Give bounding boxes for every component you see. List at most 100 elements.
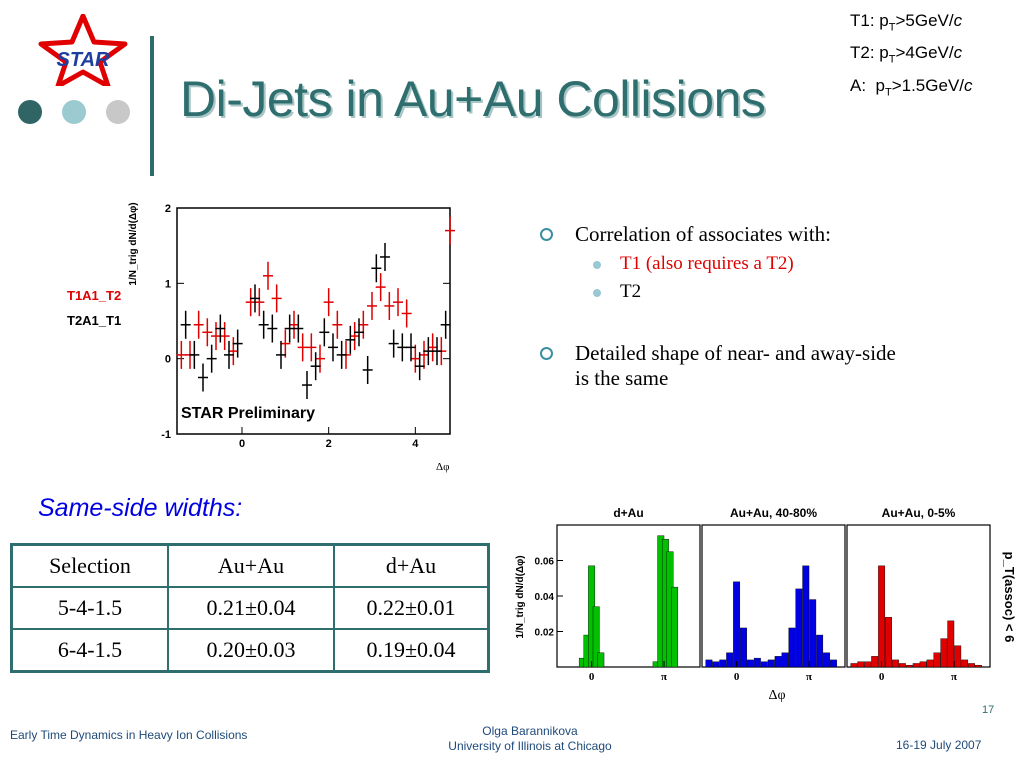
y-tick-label: -1 xyxy=(161,429,171,441)
histogram-bar xyxy=(947,620,955,668)
bullet-ring-icon xyxy=(540,228,553,241)
x-tick-label: 0 xyxy=(239,438,245,450)
y-tick-label: 0.02 xyxy=(535,628,555,639)
x-tick-label: 2 xyxy=(326,438,332,450)
panel-frame xyxy=(701,524,846,668)
bullet-list: Correlation of associates with: T1 (also… xyxy=(540,222,980,391)
x-tick-label: 0 xyxy=(879,671,885,683)
footer-conference: Early Time Dynamics in Heavy Ion Collisi… xyxy=(10,728,248,742)
table-cell: 5-4-1.5 xyxy=(10,586,169,630)
y-tick-label: 0 xyxy=(165,354,171,366)
y-tick-label: 0.06 xyxy=(535,557,555,568)
histogram-bar xyxy=(823,652,830,668)
table-cell: 0.22±0.01 xyxy=(333,586,490,630)
histogram-bar xyxy=(753,657,761,668)
cut-a: A: pT>1.5GeV/c xyxy=(850,75,973,99)
panel-title: d+Au xyxy=(613,506,643,520)
star-logo: STAR xyxy=(38,14,128,86)
x-tick-label: π xyxy=(661,671,667,683)
histogram-bar xyxy=(961,659,969,668)
star-icon xyxy=(38,14,128,86)
logo-text: STAR xyxy=(57,49,111,71)
footer-author: Olga Barannikova University of Illinois … xyxy=(380,724,680,754)
table-cell: 0.20±0.03 xyxy=(167,628,335,673)
histogram-bar xyxy=(671,586,679,668)
table-row: 6-4-1.5 0.20±0.03 0.19±0.04 xyxy=(10,628,490,673)
bullet-correlation: Correlation of associates with: xyxy=(540,222,980,247)
x-axis-label: Δφ xyxy=(436,461,449,473)
histogram-bar xyxy=(830,659,837,668)
histogram-bar xyxy=(705,659,713,668)
panel-frame xyxy=(556,524,701,668)
histogram-bar xyxy=(919,661,927,668)
right-axis-label: p_T(assoc) < 6 xyxy=(1002,552,1017,643)
panel-title: Au+Au, 40-80% xyxy=(730,506,817,520)
histogram-bar xyxy=(871,656,879,668)
histogram-bar xyxy=(774,656,782,668)
histogram-bar xyxy=(795,588,803,668)
panel-frame xyxy=(846,524,991,668)
histogram-bar xyxy=(926,659,934,668)
table-header: d+Au xyxy=(333,543,490,588)
page-number: 17 xyxy=(982,704,995,716)
sub-bullet-t2: T2 xyxy=(540,281,980,303)
dot-dark xyxy=(18,100,42,124)
histogram-bar xyxy=(726,652,734,668)
histogram-bar xyxy=(816,634,824,668)
histogram-bar xyxy=(767,659,775,668)
histogram-bar xyxy=(912,663,920,668)
histogram-bar xyxy=(940,638,948,668)
y-tick-label: 2 xyxy=(165,203,171,215)
preliminary-label: STAR Preliminary xyxy=(181,405,315,422)
x-tick-label: π xyxy=(951,671,957,683)
histogram-bar xyxy=(968,663,975,668)
dot-grey xyxy=(106,100,130,124)
table-row: 5-4-1.5 0.21±0.04 0.22±0.01 xyxy=(10,586,490,630)
histogram-bar xyxy=(933,652,941,668)
table-header: Selection xyxy=(10,543,169,588)
widths-table: Selection Au+Au d+Au 5-4-1.5 0.21±0.04 0… xyxy=(10,543,490,673)
title-divider xyxy=(150,36,154,176)
histogram-bar xyxy=(760,661,768,668)
cut-list: T1: pT>5GeV/c T2: pT>4GeV/c A: pT>1.5GeV… xyxy=(850,8,973,105)
cut-t1: T1: pT>5GeV/c xyxy=(850,11,963,34)
histogram-bar xyxy=(719,659,727,668)
x-tick-label: 0 xyxy=(589,671,595,683)
table-header-row: Selection Au+Au d+Au xyxy=(10,543,490,588)
slide-title: Di-Jets in Au+Au Collisions xyxy=(180,71,766,127)
table-cell: 0.21±0.04 xyxy=(167,586,335,630)
plot-frame xyxy=(176,207,451,435)
histogram-bar xyxy=(802,565,810,668)
histogram-bar xyxy=(809,599,817,668)
sub-bullet-t1: T1 (also requires a T2) xyxy=(540,253,980,275)
x-tick-label: 4 xyxy=(412,438,419,450)
histogram-bar xyxy=(975,665,982,668)
panel-title: Au+Au, 0-5% xyxy=(882,506,956,520)
bullet-shape: Detailed shape of near- and away-side is… xyxy=(540,341,905,391)
y-tick-label: 0.04 xyxy=(535,592,555,603)
histogram-bar xyxy=(712,661,720,668)
histogram-bar xyxy=(857,661,865,668)
histogram-bar xyxy=(954,645,962,668)
bullet-ring-icon xyxy=(540,347,553,360)
histogram-bar xyxy=(850,663,858,668)
bullet-dot-icon xyxy=(593,261,601,269)
x-tick-label: 0 xyxy=(734,671,740,683)
footer-author-name: Olga Barannikova xyxy=(482,724,578,738)
same-side-heading: Same-side widths: xyxy=(38,494,243,522)
footer-affiliation: University of Illinois at Chicago xyxy=(448,739,612,753)
x-axis-label: Δφ xyxy=(768,688,785,703)
cut-t2: T2: pT>4GeV/c xyxy=(850,43,963,66)
histogram-bar xyxy=(864,661,872,668)
histogram-bar xyxy=(885,617,892,668)
table-cell: 6-4-1.5 xyxy=(10,628,169,673)
table-cell: 0.19±0.04 xyxy=(333,628,490,673)
y-axis-label: 1/N_trig dN/d(Δφ) xyxy=(128,202,139,285)
y-tick-label: 1 xyxy=(165,278,171,290)
legend-t1a1: T1A1_T2 xyxy=(67,288,122,303)
correlation-plot: -1 0 1 2 0 2 4 Δφ 1/N_trig dN/d(Δφ) STAR Prelimin… xyxy=(128,202,455,473)
histogram-panels: d+Au 0 π 0.02 0.04 0.06 Au+Au, 40-80% 0 π Au+Au, … xyxy=(515,506,1017,703)
legend-t2a1: T2A1_T1 xyxy=(67,313,122,328)
histogram-bar xyxy=(733,581,741,668)
x-tick-label: π xyxy=(806,671,812,683)
